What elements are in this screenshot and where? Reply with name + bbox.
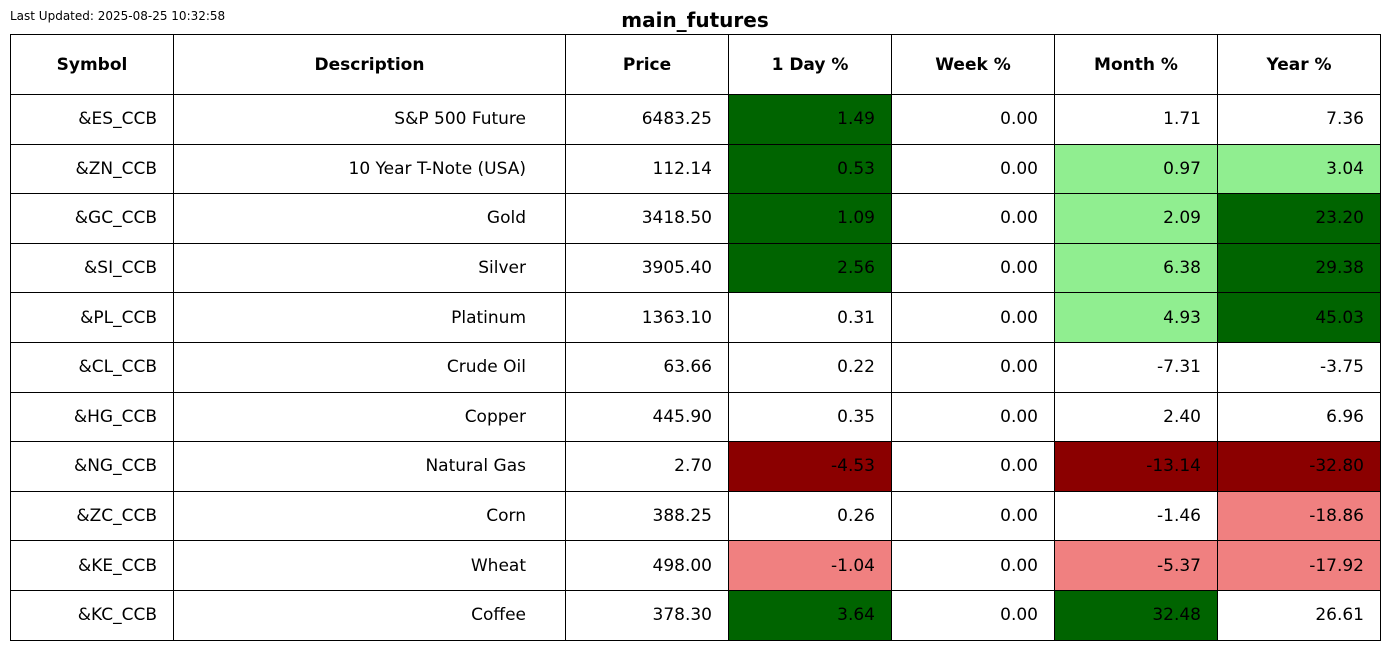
cell-symbol: &ZC_CCB (10, 490, 174, 542)
cell-1-day: 0.31 (728, 292, 892, 343)
cell-month: 32.48 (1054, 589, 1218, 641)
cell-description: Gold (173, 193, 566, 244)
cell-price: 388.25 (565, 490, 729, 542)
cell-description: S&P 500 Future (173, 94, 566, 145)
column-header: Year % (1217, 34, 1381, 95)
last-updated-text: Last Updated: 2025-08-25 10:32:58 (10, 9, 226, 23)
cell-description: Platinum (173, 292, 566, 343)
cell-description: Corn (173, 490, 566, 542)
cell-description: Silver (173, 242, 566, 294)
cell-month: -7.31 (1054, 341, 1218, 393)
cell-symbol: &SI_CCB (10, 242, 174, 294)
cell-1-day: 1.49 (728, 94, 892, 145)
column-header: Symbol (10, 34, 174, 95)
cell-year: 26.61 (1217, 589, 1381, 641)
cell-price: 2.70 (565, 441, 729, 492)
cell-month: 2.40 (1054, 391, 1218, 443)
cell-price: 445.90 (565, 391, 729, 443)
cell-price: 1363.10 (565, 292, 729, 343)
table-row: &ZC_CCB Corn 388.25 0.26 0.00 -1.46 -18.86 (10, 490, 1381, 542)
cell-description: Natural Gas (173, 441, 566, 492)
cell-price: 112.14 (565, 143, 729, 195)
column-header: 1 Day % (728, 34, 892, 95)
cell-year: 3.04 (1217, 143, 1381, 195)
cell-week: 0.00 (891, 94, 1055, 145)
cell-symbol: &PL_CCB (10, 292, 174, 343)
cell-1-day: 0.53 (728, 143, 892, 195)
table-row: &SI_CCB Silver 3905.40 2.56 0.00 6.38 29.38 (10, 242, 1381, 294)
cell-description: Coffee (173, 589, 566, 641)
cell-month: 6.38 (1054, 242, 1218, 294)
table-row: &CL_CCB Crude Oil 63.66 0.22 0.00 -7.31 -3.75 (10, 341, 1381, 393)
cell-month: -13.14 (1054, 441, 1218, 492)
cell-1-day: 2.56 (728, 242, 892, 294)
table-row: &HG_CCB Copper 445.90 0.35 0.00 2.40 6.96 (10, 391, 1381, 443)
cell-year: 45.03 (1217, 292, 1381, 343)
column-header: Price (565, 34, 729, 95)
cell-symbol: &GC_CCB (10, 193, 174, 244)
cell-week: 0.00 (891, 441, 1055, 492)
futures-table: Symbol Description Price 1 Day % Week % Month… (10, 34, 1381, 641)
cell-price: 3418.50 (565, 193, 729, 244)
table-row: &GC_CCB Gold 3418.50 1.09 0.00 2.09 23.20 (10, 193, 1381, 244)
cell-symbol: &HG_CCB (10, 391, 174, 443)
cell-description: Crude Oil (173, 341, 566, 393)
cell-description: 10 Year T-Note (USA) (173, 143, 566, 195)
table-row: &PL_CCB Platinum 1363.10 0.31 0.00 4.93 45.03 (10, 292, 1381, 343)
cell-week: 0.00 (891, 589, 1055, 641)
cell-month: 0.97 (1054, 143, 1218, 195)
cell-price: 378.30 (565, 589, 729, 641)
cell-year: 23.20 (1217, 193, 1381, 244)
cell-year: 6.96 (1217, 391, 1381, 443)
cell-price: 6483.25 (565, 94, 729, 145)
cell-week: 0.00 (891, 341, 1055, 393)
cell-week: 0.00 (891, 540, 1055, 591)
cell-week: 0.00 (891, 292, 1055, 343)
column-header: Month % (1054, 34, 1218, 95)
table-row: &KE_CCB Wheat 498.00 -1.04 0.00 -5.37 -17.92 (10, 540, 1381, 591)
cell-price: 3905.40 (565, 242, 729, 294)
cell-week: 0.00 (891, 490, 1055, 542)
column-header: Week % (891, 34, 1055, 95)
table-row: &ES_CCB S&P 500 Future 6483.25 1.49 0.00 1.71… (10, 94, 1381, 145)
cell-month: -1.46 (1054, 490, 1218, 542)
cell-symbol: &CL_CCB (10, 341, 174, 393)
cell-1-day: -1.04 (728, 540, 892, 591)
cell-month: -5.37 (1054, 540, 1218, 591)
cell-year: 7.36 (1217, 94, 1381, 145)
cell-1-day: -4.53 (728, 441, 892, 492)
cell-description: Wheat (173, 540, 566, 591)
cell-1-day: 3.64 (728, 589, 892, 641)
header-row: Symbol Description Price 1 Day % Week % Month… (10, 34, 1381, 95)
cell-year: -3.75 (1217, 341, 1381, 393)
table-row: &NG_CCB Natural Gas 2.70 -4.53 0.00 -13.14 -32… (10, 441, 1381, 492)
cell-price: 498.00 (565, 540, 729, 591)
cell-week: 0.00 (891, 193, 1055, 244)
table-row: &KC_CCB Coffee 378.30 3.64 0.00 32.48 26.61 (10, 589, 1381, 641)
cell-week: 0.00 (891, 242, 1055, 294)
cell-year: -18.86 (1217, 490, 1381, 542)
cell-year: -32.80 (1217, 441, 1381, 492)
cell-symbol: &KC_CCB (10, 589, 174, 641)
cell-year: -17.92 (1217, 540, 1381, 591)
table-title: main_futures (621, 8, 769, 32)
cell-month: 2.09 (1054, 193, 1218, 244)
cell-1-day: 1.09 (728, 193, 892, 244)
cell-week: 0.00 (891, 143, 1055, 195)
cell-symbol: &ES_CCB (10, 94, 174, 145)
cell-month: 4.93 (1054, 292, 1218, 343)
cell-1-day: 0.26 (728, 490, 892, 542)
column-header: Description (173, 34, 566, 95)
cell-week: 0.00 (891, 391, 1055, 443)
cell-1-day: 0.35 (728, 391, 892, 443)
table-row: &ZN_CCB 10 Year T-Note (USA) 112.14 0.53 0.0… (10, 143, 1381, 195)
cell-year: 29.38 (1217, 242, 1381, 294)
cell-symbol: &NG_CCB (10, 441, 174, 492)
cell-1-day: 0.22 (728, 341, 892, 393)
cell-symbol: &KE_CCB (10, 540, 174, 591)
cell-symbol: &ZN_CCB (10, 143, 174, 195)
cell-description: Copper (173, 391, 566, 443)
cell-month: 1.71 (1054, 94, 1218, 145)
cell-price: 63.66 (565, 341, 729, 393)
